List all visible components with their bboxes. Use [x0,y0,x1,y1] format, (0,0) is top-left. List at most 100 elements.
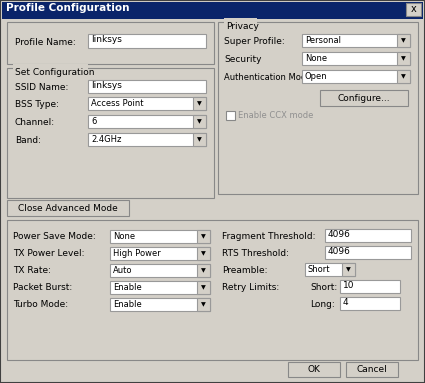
Bar [193,115,206,128]
Text: ▼: ▼ [401,38,406,43]
Bar [110,230,210,243]
Text: Enable CCX mode: Enable CCX mode [238,111,313,120]
Text: x: x [411,5,416,15]
Text: RTS Threshold:: RTS Threshold: [222,249,289,258]
Text: TX Power Level:: TX Power Level: [13,249,85,258]
Bar [397,34,410,47]
Bar [224,18,258,26]
Bar [342,263,355,276]
Text: Close Advanced Mode: Close Advanced Mode [18,204,118,213]
Bar [110,264,210,277]
Text: 4096: 4096 [328,247,351,256]
Text: 6: 6 [91,117,96,126]
Bar [325,246,411,259]
Text: Personal: Personal [305,36,341,45]
Text: 4096: 4096 [328,230,351,239]
Text: Access Point: Access Point [91,99,144,108]
Text: None: None [113,232,135,241]
Text: Privacy: Privacy [226,22,259,31]
Text: Profile Name:: Profile Name: [15,38,76,47]
Text: ▼: ▼ [201,251,206,256]
Text: linksys: linksys [91,36,122,44]
Bar [88,34,206,48]
Text: Enable: Enable [113,283,142,292]
Text: 4: 4 [343,298,348,307]
Bar [197,264,210,277]
Text: ▼: ▼ [201,268,206,273]
Text: ▼: ▼ [401,74,406,79]
Text: Turbo Mode:: Turbo Mode: [13,300,68,309]
Bar [110,281,210,294]
Text: linksys: linksys [91,81,122,90]
Text: Fragment Threshold:: Fragment Threshold: [222,232,315,241]
Text: Retry Limits:: Retry Limits: [222,283,279,292]
Text: Profile Configuration: Profile Configuration [6,3,130,13]
Bar [302,70,410,83]
Text: SSID Name:: SSID Name: [15,83,68,92]
Bar [193,133,206,146]
Bar [302,34,410,47]
Text: TX Rate:: TX Rate: [13,266,51,275]
Text: Configure...: Configure... [338,94,390,103]
Text: 10: 10 [343,281,354,290]
Bar [340,297,400,310]
Text: Authentication Mode:: Authentication Mode: [224,73,314,82]
Text: Security: Security [224,55,261,64]
Bar [340,280,400,293]
Text: Set Configuration: Set Configuration [15,68,94,77]
Text: Open: Open [305,72,328,81]
Text: 2.4GHz: 2.4GHz [91,135,122,144]
Bar [7,200,129,216]
Text: Power Save Mode:: Power Save Mode: [13,232,96,241]
Text: Super Profile:: Super Profile: [224,37,285,46]
Text: None: None [305,54,327,63]
Bar [88,80,206,93]
Bar [2,2,423,19]
Bar [88,97,206,110]
Bar [7,22,214,64]
Text: ▼: ▼ [201,285,206,290]
Bar [325,229,411,242]
Text: Auto: Auto [113,266,133,275]
Text: ▼: ▼ [197,137,202,142]
Bar [406,3,421,16]
Bar [397,70,410,83]
Text: Preamble:: Preamble: [222,266,267,275]
Bar [305,263,355,276]
Text: BSS Type:: BSS Type: [15,100,59,109]
Bar [197,247,210,260]
Bar [88,115,206,128]
Bar [110,247,210,260]
Text: OK: OK [308,365,320,375]
Bar [193,97,206,110]
Text: Short: Short [308,265,331,274]
Text: Long:: Long: [310,300,335,309]
Bar [302,52,410,65]
Text: Packet Burst:: Packet Burst: [13,283,72,292]
Text: Band:: Band: [15,136,41,145]
Bar [226,111,235,120]
Bar [197,230,210,243]
Text: ▼: ▼ [401,56,406,61]
Bar [88,133,206,146]
Text: ▼: ▼ [346,267,351,272]
Bar [110,298,210,311]
Text: High Power: High Power [113,249,161,258]
Bar [197,281,210,294]
Bar [7,220,418,360]
Text: Enable: Enable [113,300,142,309]
Bar [320,90,408,106]
Bar [7,68,214,198]
Text: Channel:: Channel: [15,118,55,127]
Text: ▼: ▼ [197,101,202,106]
Bar [288,362,340,377]
Bar [13,64,88,72]
Text: Short:: Short: [310,283,337,292]
Bar [346,362,398,377]
Bar [397,52,410,65]
Bar [197,298,210,311]
Bar [218,22,418,194]
Text: ▼: ▼ [201,302,206,307]
Text: ▼: ▼ [197,119,202,124]
Text: ▼: ▼ [201,234,206,239]
